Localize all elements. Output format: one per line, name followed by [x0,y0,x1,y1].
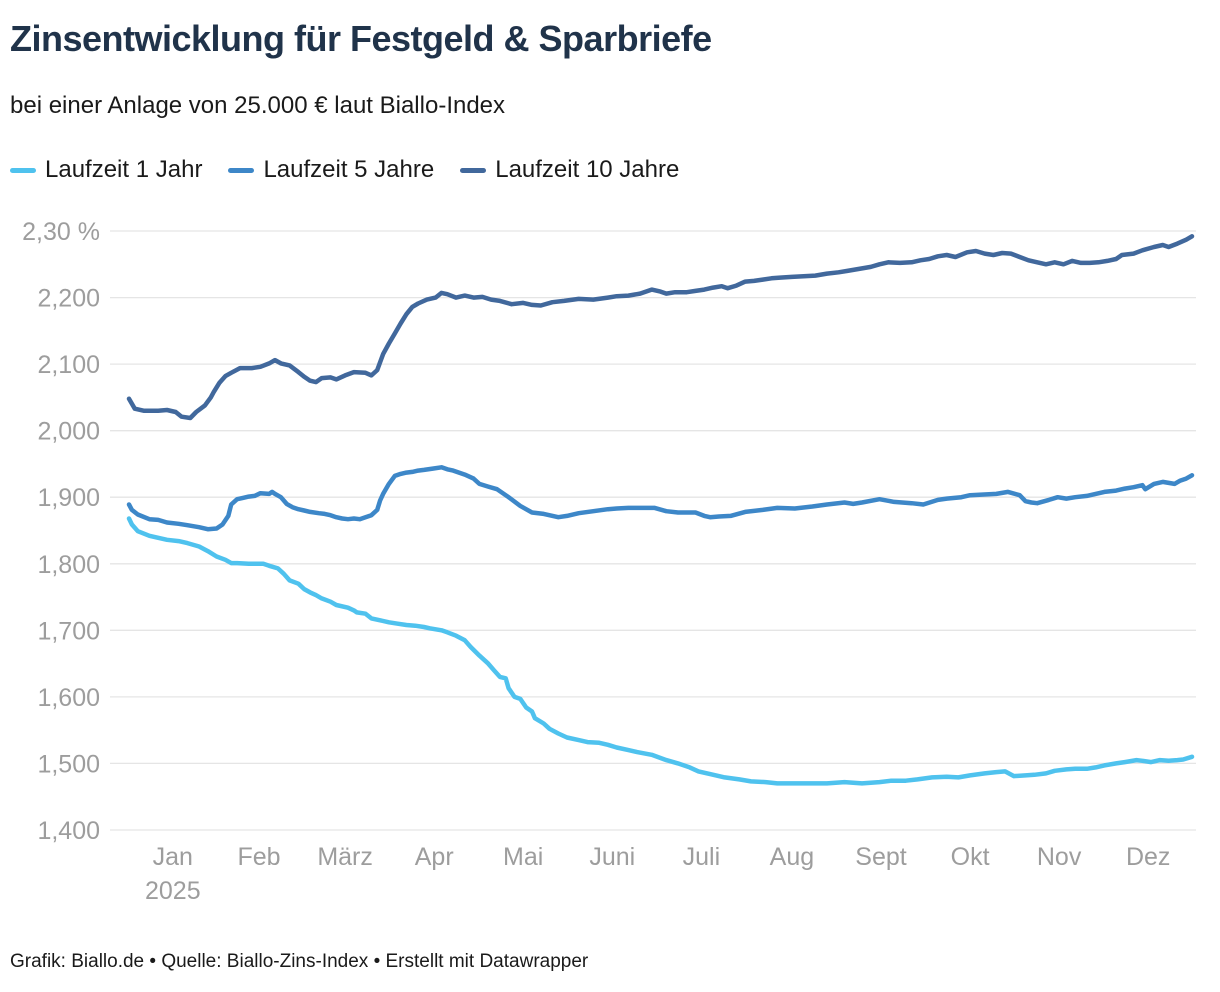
x-tick-label: März [317,843,373,871]
y-tick-label: 1,600 [37,684,100,712]
legend-item-1: Laufzeit 1 Jahr [10,156,202,184]
y-tick-label: 2,100 [37,351,100,379]
y-tick-label: 1,700 [37,617,100,645]
y-tick-label: 1,800 [37,551,100,579]
chart-subtitle: bei einer Anlage von 25.000 € laut Biall… [10,92,506,119]
x-tick-label: Juni [589,843,635,871]
legend: Laufzeit 1 Jahr Laufzeit 5 Jahre Laufzeit … [10,156,679,184]
x-tick-label: Mai [503,843,543,871]
x-tick-label: Dez [1126,843,1170,871]
plot-svg: 2,30 % 2,200 2,100 2,000 1,900 1,800 1,700 1,60… [22,218,1196,905]
x-tick-label: Sept [855,843,906,871]
x-tick-label: Okt [951,843,990,871]
x-tick-label: Juli [683,843,721,871]
y-tick-label: 2,000 [37,418,100,446]
series-line-laufzeit-10-jahre [126,234,1195,421]
legend-item-3: Laufzeit 10 Jahre [460,156,679,184]
y-tick-label: 1,500 [37,750,100,778]
x-tick-label: Nov [1037,843,1082,871]
y-tick-label: 1,900 [37,484,100,512]
y-tick-label: 2,30 % [22,218,100,246]
legend-item-2: Laufzeit 5 Jahre [228,156,434,184]
legend-swatch-icon [228,167,255,173]
legend-label: Laufzeit 5 Jahre [263,156,435,183]
legend-swatch-icon [460,167,487,173]
series-line-laufzeit-5-jahre [126,465,1195,532]
chart-title: Zinsentwicklung für Festgeld & Sparbrief… [10,18,712,59]
x-tick-label: Apr [415,843,454,871]
x-tick-label: Jan [153,843,193,871]
legend-label: Laufzeit 10 Jahre [495,156,680,183]
chart-footer: Grafik: Biallo.de • Quelle: Biallo-Zins-… [10,951,589,972]
y-tick-label: 2,200 [37,285,100,313]
x-tick-label: Aug [770,843,814,871]
legend-label: Laufzeit 1 Jahr [45,156,203,183]
x-tick-label: Feb [237,843,280,871]
x-axis-year-label: 2025 [145,877,201,905]
y-tick-label: 1,400 [37,817,100,845]
series-line-laufzeit-1-jahr [126,516,1195,786]
legend-swatch-icon [10,167,36,173]
